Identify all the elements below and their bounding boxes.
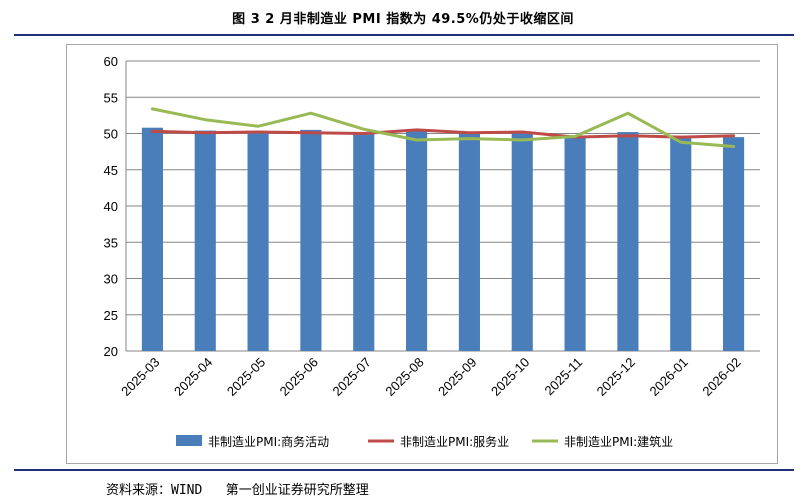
x-tick-label: 2025-08 bbox=[382, 355, 426, 399]
x-tick-label: 2025-03 bbox=[118, 355, 162, 399]
x-tick-label: 2025-06 bbox=[277, 355, 321, 399]
y-tick-label: 25 bbox=[104, 308, 118, 323]
bar-business-activity bbox=[141, 127, 163, 351]
source-note: 资料来源：WIND 第一创业证券研究所整理 bbox=[106, 483, 369, 498]
x-tick-label: 2025-07 bbox=[330, 355, 374, 399]
title-divider bbox=[14, 34, 794, 36]
bar-business-activity bbox=[406, 131, 428, 351]
bar-business-activity bbox=[300, 129, 322, 351]
bar-business-activity bbox=[511, 132, 533, 351]
x-tick-label: 2025-11 bbox=[542, 355, 586, 399]
x-tick-label: 2026-01 bbox=[647, 355, 691, 399]
legend-label: 非制造业PMI:商务活动 bbox=[208, 434, 329, 449]
x-tick-label: 2025-04 bbox=[171, 355, 215, 399]
y-tick-label: 60 bbox=[104, 54, 118, 69]
figure-title: 图 3 2 月非制造业 PMI 指数为 49.5%仍处于收缩区间 bbox=[232, 12, 574, 27]
x-axis-ticks: 2025-03 2025-04 2025-05 2025-06 2025-07 2025-… bbox=[118, 355, 744, 399]
bar-business-activity bbox=[247, 131, 269, 351]
y-tick-label: 55 bbox=[104, 90, 118, 105]
x-tick-label: 2025-10 bbox=[488, 355, 532, 399]
x-tick-label: 2025-05 bbox=[224, 355, 268, 399]
legend: 非制造业PMI:商务活动 非制造业PMI:服务业 非制造业PMI:建筑业 bbox=[176, 434, 673, 449]
y-tick-label: 35 bbox=[104, 235, 118, 250]
y-tick-label: 30 bbox=[104, 272, 118, 287]
y-tick-label: 20 bbox=[104, 344, 118, 359]
bar-series bbox=[141, 127, 745, 351]
bar-business-activity bbox=[564, 137, 586, 351]
bar-business-activity bbox=[617, 132, 639, 351]
line-construction bbox=[150, 107, 736, 148]
y-tick-label: 50 bbox=[104, 127, 118, 142]
x-tick-label: 2026-02 bbox=[699, 355, 743, 399]
bottom-divider bbox=[14, 469, 794, 471]
gridlines bbox=[125, 60, 760, 352]
bar-business-activity bbox=[723, 137, 745, 351]
y-tick-label: 40 bbox=[104, 199, 118, 214]
bar-business-activity bbox=[353, 132, 375, 351]
y-tick-label: 45 bbox=[104, 163, 118, 178]
y-axis-ticks: 20 25 30 35 40 45 50 55 60 bbox=[104, 54, 118, 359]
bar-business-activity bbox=[194, 130, 216, 351]
x-tick-label: 2025-09 bbox=[435, 355, 479, 399]
line-series bbox=[150, 107, 736, 148]
line-service bbox=[150, 128, 736, 139]
chart-frame bbox=[66, 44, 778, 464]
legend-label: 非制造业PMI:建筑业 bbox=[564, 434, 673, 449]
bar-business-activity bbox=[458, 133, 480, 351]
legend-bar-key bbox=[176, 435, 202, 446]
legend-label: 非制造业PMI:服务业 bbox=[400, 434, 509, 449]
bar-business-activity bbox=[670, 137, 692, 351]
x-tick-label: 2025-12 bbox=[594, 355, 638, 399]
